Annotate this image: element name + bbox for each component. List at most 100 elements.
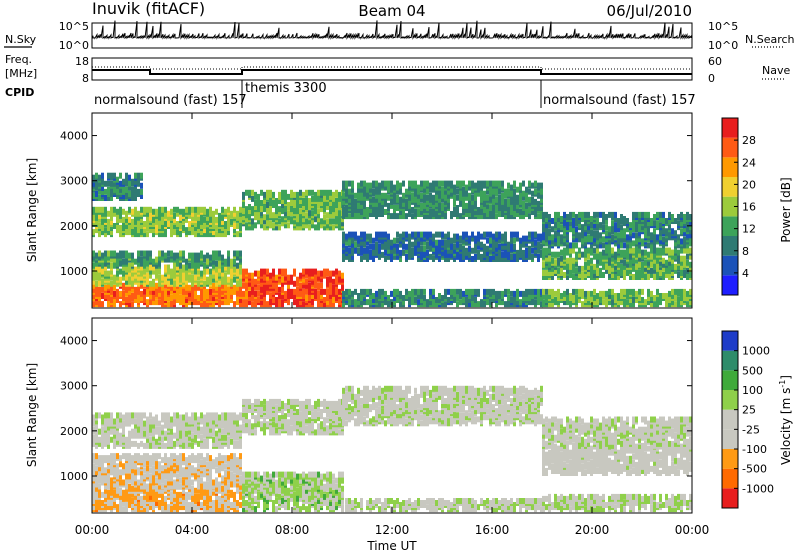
data-cell [390,256,393,262]
data-cell [98,254,101,261]
data-cell [197,206,200,213]
data-cell [662,257,665,264]
data-cell [632,247,635,254]
data-cell [357,186,360,193]
data-cell [375,209,378,215]
data-cell [128,262,131,269]
data-cell [629,247,632,254]
data-cell [519,290,522,297]
data-cell [212,272,215,279]
data-cell [569,251,572,258]
data-cell [504,205,507,211]
data-cell [617,267,620,274]
data-cell [399,196,402,203]
data-cell [245,299,248,306]
data-cell [596,251,599,258]
data-cell [233,258,236,265]
data-cell [641,272,644,278]
data-cell [143,506,146,513]
data-cell [614,216,617,222]
data-cell [542,253,545,260]
data-cell [542,247,545,254]
data-cell [125,297,128,303]
data-cell [251,189,254,196]
data-cell [323,195,326,202]
data-cell [480,188,483,195]
data-cell [686,247,689,254]
data-cell [420,209,423,215]
data-cell [584,224,587,231]
data-cell [522,301,525,308]
data-cell [143,260,146,267]
data-cell [653,261,656,268]
data-cell [275,297,278,303]
data-cell [182,264,185,271]
data-cell [345,186,348,193]
data-cell [146,206,149,213]
data-cell [155,227,158,234]
data-cell [348,239,351,246]
data-cell [474,235,477,242]
data-cell [338,270,341,277]
data-cell [417,184,420,191]
data-cell [137,274,140,281]
data-cell [489,288,492,295]
data-cell [119,216,122,223]
data-cell [296,224,299,231]
data-cell [522,249,525,256]
data-cell [686,272,689,278]
data-cell [447,188,450,195]
data-cell [444,180,447,187]
data-cell [101,184,104,191]
data-cell [239,210,242,217]
data-cell [254,191,257,198]
data-cell [269,204,272,210]
data-cell [158,206,161,213]
data-cell [227,218,230,225]
data-cell [272,222,275,229]
data-cell [335,198,338,204]
data-cell [227,284,230,291]
nave-tick-bottom: 0 [708,72,715,85]
data-cell [659,228,662,235]
data-cell [338,297,341,303]
data-cell [668,211,671,218]
data-cell [155,266,158,273]
data-cell [92,504,95,511]
data-cell [665,259,668,266]
data-cell [326,288,329,295]
colorbar-step [722,137,738,158]
data-cell [554,230,557,237]
data-cell [92,206,95,213]
data-cell [269,220,272,227]
data-cell [92,493,95,500]
data-cell [444,243,447,250]
data-cell [554,240,557,247]
data-cell [477,190,480,197]
data-cell [354,192,357,199]
data-cell [107,195,110,201]
data-cell [602,299,605,306]
data-cell [335,189,338,196]
data-cell [420,288,423,295]
data-cell [194,274,197,281]
data-cell [620,218,623,224]
data-cell [480,180,483,187]
data-cell [620,288,623,295]
data-cell [381,231,384,238]
data-cell [212,250,215,257]
data-cell [653,228,656,235]
data-cell [507,295,510,301]
data-cell [197,256,200,263]
data-cell [629,253,632,260]
data-cell [635,247,638,254]
data-cell [587,211,590,218]
data-cell [212,282,215,289]
data-cell [158,487,161,494]
colorbar-tick-label: 20 [742,178,756,191]
data-cell [305,282,308,289]
data-cell [152,231,155,238]
data-cell [302,288,305,295]
data-cell [299,224,302,231]
data-cell [140,295,143,301]
